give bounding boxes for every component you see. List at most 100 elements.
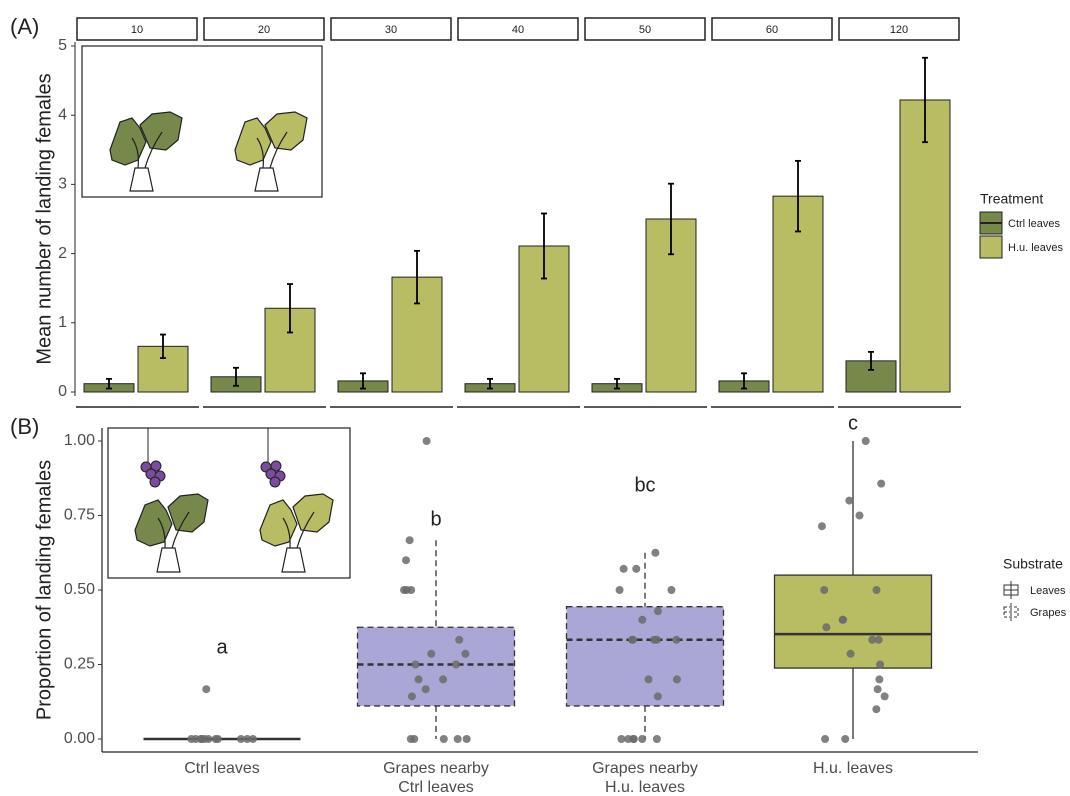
y-axis-title: Proportion of landing females [33,460,55,720]
box [356,626,516,707]
error-bar [614,377,620,390]
data-point [874,635,883,644]
data-point [875,675,884,684]
facet-strip [76,17,198,41]
data-point [653,607,662,616]
x-tick-label: Grapes nearby [592,760,698,777]
data-point [628,635,637,644]
x-tick-label: Ctrl leaves [184,760,260,777]
data-point [872,705,881,714]
data-point [421,685,430,694]
legend-title: Substrate [1003,556,1063,572]
facet-strip [711,17,833,41]
data-point [237,735,246,743]
data-point [855,511,864,520]
error-bar [414,249,420,305]
data-point [427,649,436,658]
data-point [880,692,889,701]
error-bar [487,377,493,390]
data-point [452,660,461,669]
data-point [202,685,211,694]
y-tick-label: 0.25 [64,656,95,673]
facet-label: 60 [766,24,778,36]
data-point [877,479,886,488]
y-tick-label: 5 [58,37,67,54]
data-point [617,735,626,743]
data-point [213,735,222,743]
data-point [845,496,854,505]
data-point [402,556,411,565]
data-point [876,660,885,669]
y-tick-label: 0.75 [64,507,95,524]
y-tick-label: 0.00 [64,730,95,747]
significance-letter: c [848,412,858,434]
data-point [672,635,681,644]
data-point [822,623,831,632]
error-bar [541,212,547,280]
data-point [651,548,660,557]
x-tick-label: H.u. leaves [813,760,893,777]
legend-label: Ctrl leaves [1008,218,1060,230]
data-point [638,735,647,743]
error-bar [106,377,112,390]
error-bar [287,283,293,334]
y-tick-label: 0.50 [64,581,95,598]
panel-label: (B) [10,414,39,439]
data-point [629,735,638,743]
data-point [872,586,881,594]
inset-illustration [107,427,351,579]
y-axis-title: Mean number of landing females [33,73,55,364]
error-bar [668,182,674,256]
error-bar [922,56,928,144]
data-point [817,522,826,531]
data-point [455,635,464,644]
data-point [820,586,829,594]
data-point [411,660,420,669]
error-bar [233,366,239,387]
data-point [405,536,414,545]
data-point [672,675,681,684]
facet-strip [457,17,579,41]
data-point [414,675,423,684]
data-point [652,735,661,743]
y-tick-label: 1.00 [64,432,95,449]
facet-label: 10 [131,24,143,36]
y-tick-label: 1 [58,314,67,331]
facet-strip [203,17,325,41]
data-point [422,437,431,445]
data-point [453,735,462,743]
significance-letter: a [216,636,228,658]
data-point [406,735,415,743]
data-point [461,649,470,658]
y-tick-label: 4 [58,106,67,123]
y-tick-label: 3 [58,176,67,193]
facet-label: 40 [512,24,524,36]
data-point [868,635,877,644]
x-tick-label: H.u. leaves [605,779,685,796]
error-bar [741,372,747,390]
data-point [838,615,847,624]
bar [899,99,951,393]
data-point [439,675,448,684]
data-point [632,564,641,573]
error-bar [868,350,874,371]
facet-strip [330,17,452,41]
data-point [644,675,653,684]
error-bar [160,333,166,359]
facet-label: 50 [639,24,651,36]
data-point [400,586,409,594]
y-tick-label: 2 [58,245,67,262]
data-point [846,649,855,658]
data-point [619,564,628,573]
facet-label: 120 [890,24,908,36]
data-point [861,437,870,445]
data-point [638,615,647,624]
data-point [615,586,624,594]
data-point [652,635,661,644]
facet-label: 30 [385,24,397,36]
data-point [667,586,676,594]
data-point [243,735,252,743]
data-point [407,692,416,701]
significance-letter: bc [634,474,655,496]
data-point [197,735,206,743]
